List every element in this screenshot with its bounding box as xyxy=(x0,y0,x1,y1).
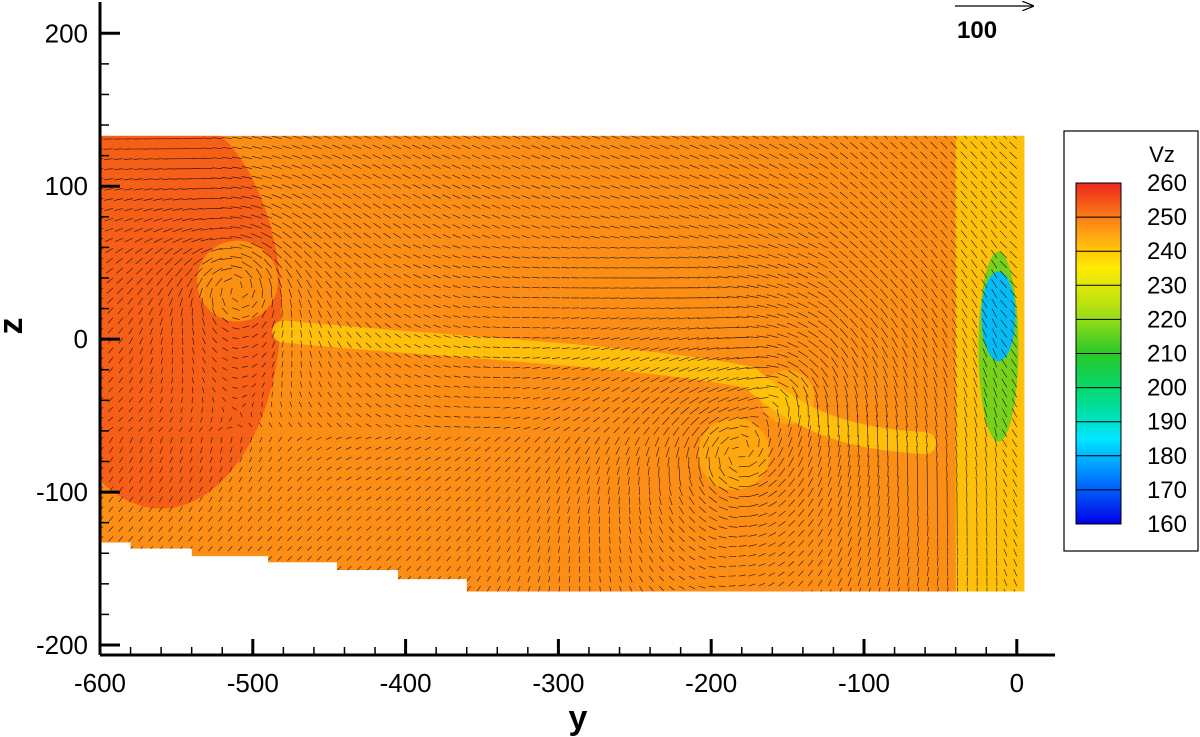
colorbar-level-label: 250 xyxy=(1147,204,1187,231)
colorbar: Vz 260 250 240 230 220 210 200 190 180 170 160 xyxy=(1063,130,1199,552)
colorbar-level-label: 220 xyxy=(1147,306,1187,333)
colorbar-level-label: 260 xyxy=(1147,170,1187,197)
x-tick-label: -200 xyxy=(685,668,737,698)
colorbar-level-label: 210 xyxy=(1147,341,1187,368)
reference-vector: 100 xyxy=(955,6,1033,44)
x-tick-label: -500 xyxy=(227,668,279,698)
vortex-core xyxy=(698,417,771,490)
x-tick-label: 0 xyxy=(1010,668,1024,698)
y-tick-label: 100 xyxy=(45,171,88,201)
field-layer xyxy=(100,135,1025,592)
colorbar-level-label: 180 xyxy=(1147,443,1187,470)
colorbar-level-label: 230 xyxy=(1147,272,1187,299)
axes: -600 -500 -400 -300 -200 -100 0 -200 -100 0 100 20… xyxy=(0,2,1055,737)
y-tick-label: -200 xyxy=(36,630,88,660)
reference-vector-label: 100 xyxy=(957,17,997,44)
x-axis-label: y xyxy=(569,699,588,737)
y-tick-label: -100 xyxy=(36,477,88,507)
colorbar-level-label: 160 xyxy=(1147,511,1187,538)
y-tick-label: 200 xyxy=(45,18,88,48)
y-tick-label: 0 xyxy=(74,324,88,354)
x-tick-label: -400 xyxy=(380,668,432,698)
y-axis-ticks: -200 -100 0 100 200 xyxy=(36,18,120,660)
vector-arrows xyxy=(100,135,1018,592)
colorbar-title: Vz xyxy=(1149,142,1175,167)
low-vz-region xyxy=(981,271,1016,362)
colorbar-level-label: 240 xyxy=(1147,238,1187,265)
colorbar-level-label: 190 xyxy=(1147,409,1187,436)
velocity-vectors xyxy=(100,135,1018,592)
x-tick-label: -300 xyxy=(532,668,584,698)
x-tick-label: -100 xyxy=(838,668,890,698)
colorbar-level-label: 200 xyxy=(1147,375,1187,402)
colorbar-level-label: 170 xyxy=(1147,477,1187,504)
vortex-core xyxy=(197,240,279,322)
x-axis-ticks: -600 -500 -400 -300 -200 -100 0 xyxy=(74,639,1024,698)
shear-band xyxy=(272,320,937,455)
y-axis-label: z xyxy=(0,318,30,335)
colorbar-ticks: 260 250 240 230 220 210 200 190 180 170 160 xyxy=(1076,170,1187,538)
x-tick-label: -600 xyxy=(74,668,126,698)
